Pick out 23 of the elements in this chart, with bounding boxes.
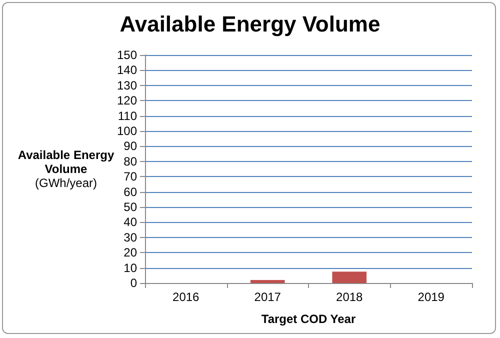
x-tick-label: 2017 xyxy=(254,290,282,304)
y-tick-label: 80 xyxy=(124,154,138,168)
y-tick-label: 10 xyxy=(124,260,138,275)
y-tick-label: 20 xyxy=(124,246,138,260)
y-tick-label: 0 xyxy=(130,276,138,290)
chart-title: Available Energy Volume xyxy=(120,12,380,36)
y-tick-label: 140 xyxy=(116,63,138,78)
y-tick-label: 30 xyxy=(124,230,138,244)
y-tick-label: 100 xyxy=(116,124,138,138)
y-tick-label: 130 xyxy=(116,78,138,92)
x-axis-title: Target COD Year xyxy=(261,312,356,326)
y-tick-label: 110 xyxy=(118,108,138,123)
y-tick-label: 40 xyxy=(124,215,138,230)
x-tick-label: 2018 xyxy=(336,290,364,304)
y-tick-label: 60 xyxy=(124,184,138,199)
y-tick-label: 70 xyxy=(124,170,138,184)
y-tick-label: 150 xyxy=(116,48,138,62)
y-tick-label: 50 xyxy=(124,200,138,214)
y-axis-title: Available Energy Volume (GWh/year) xyxy=(18,148,114,190)
x-tick-label: 2016 xyxy=(172,290,200,304)
y-tick-label: 120 xyxy=(116,94,138,108)
x-tick-label: 2019 xyxy=(418,290,445,304)
y-tick-label: 90 xyxy=(124,139,138,154)
